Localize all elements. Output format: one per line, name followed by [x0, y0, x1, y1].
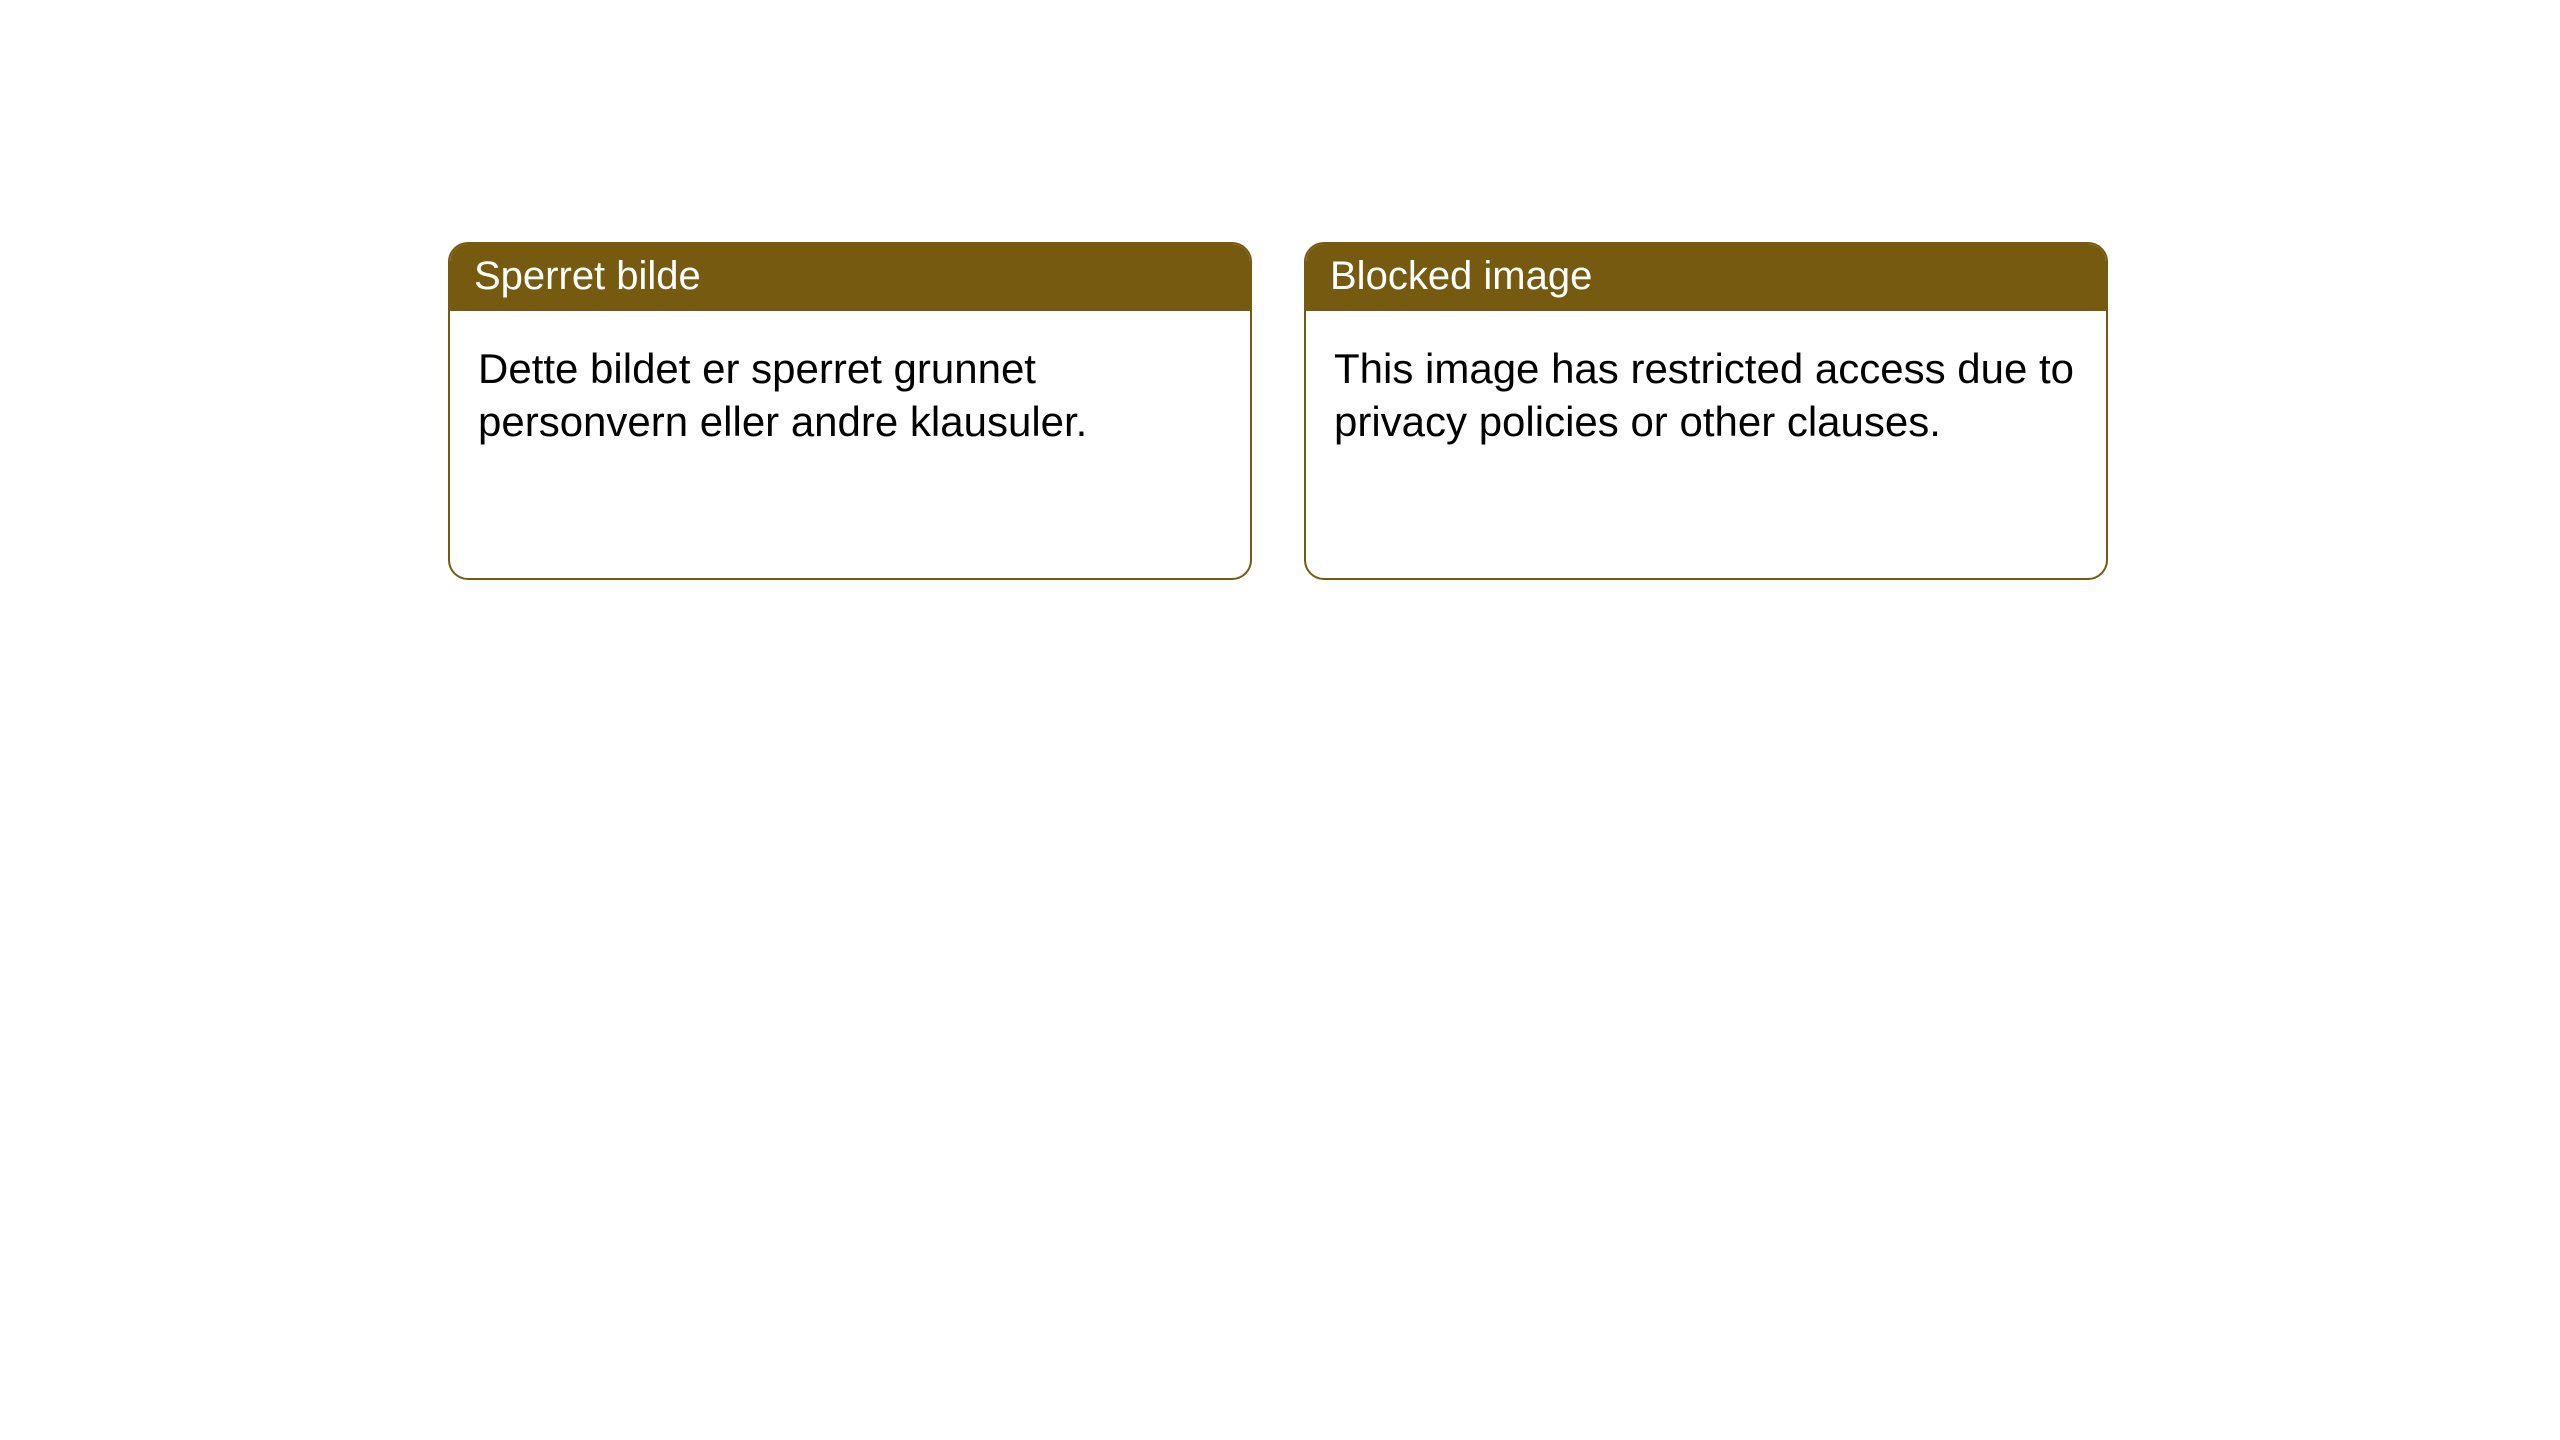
- notice-card-english: Blocked image This image has restricted …: [1304, 242, 2108, 580]
- notice-body-norwegian: Dette bildet er sperret grunnet personve…: [450, 311, 1250, 480]
- notice-body-english: This image has restricted access due to …: [1306, 311, 2106, 480]
- notice-card-norwegian: Sperret bilde Dette bildet er sperret gr…: [448, 242, 1252, 580]
- notice-title-english: Blocked image: [1306, 244, 2106, 311]
- notice-title-norwegian: Sperret bilde: [450, 244, 1250, 311]
- notice-container: Sperret bilde Dette bildet er sperret gr…: [448, 242, 2108, 580]
